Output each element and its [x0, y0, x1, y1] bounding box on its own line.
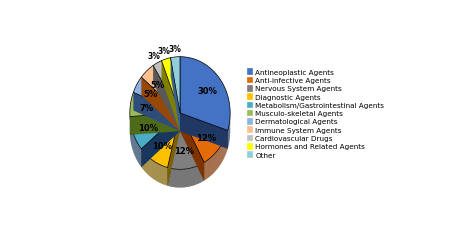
Polygon shape — [153, 61, 180, 114]
Polygon shape — [130, 114, 180, 135]
Text: 3%: 3% — [157, 47, 170, 56]
Polygon shape — [180, 114, 204, 181]
Polygon shape — [141, 114, 180, 167]
Polygon shape — [141, 66, 180, 114]
Polygon shape — [133, 78, 180, 114]
Polygon shape — [162, 61, 180, 132]
Text: 5%: 5% — [150, 80, 164, 89]
Text: 30%: 30% — [198, 87, 218, 96]
Text: 10%: 10% — [152, 141, 172, 150]
Polygon shape — [130, 114, 180, 135]
Text: 3%: 3% — [168, 45, 181, 54]
Polygon shape — [171, 58, 180, 132]
Polygon shape — [167, 114, 204, 170]
Polygon shape — [171, 57, 180, 114]
Polygon shape — [167, 114, 180, 186]
Polygon shape — [130, 114, 180, 149]
Legend: Antineoplastic Agents, Anti-infective Agents, Nervous System Agents, Diagnostic : Antineoplastic Agents, Anti-infective Ag… — [245, 68, 386, 159]
Polygon shape — [133, 93, 180, 132]
Polygon shape — [180, 57, 230, 131]
Text: 5%: 5% — [144, 90, 158, 99]
Polygon shape — [180, 114, 228, 163]
Text: 12%: 12% — [196, 133, 216, 142]
Polygon shape — [162, 61, 180, 132]
Polygon shape — [141, 78, 180, 132]
Polygon shape — [153, 66, 180, 132]
Polygon shape — [153, 66, 180, 132]
Polygon shape — [141, 114, 180, 167]
Polygon shape — [180, 114, 228, 149]
Text: 7%: 7% — [139, 103, 154, 112]
Polygon shape — [141, 78, 180, 132]
Polygon shape — [180, 114, 228, 149]
Polygon shape — [171, 58, 180, 132]
Polygon shape — [130, 93, 180, 117]
Text: 3%: 3% — [147, 52, 160, 61]
Polygon shape — [141, 114, 180, 168]
Polygon shape — [162, 58, 180, 114]
Polygon shape — [133, 93, 180, 132]
Text: 12%: 12% — [174, 147, 194, 156]
Polygon shape — [180, 114, 204, 181]
Polygon shape — [167, 114, 180, 186]
Text: 10%: 10% — [138, 123, 158, 132]
